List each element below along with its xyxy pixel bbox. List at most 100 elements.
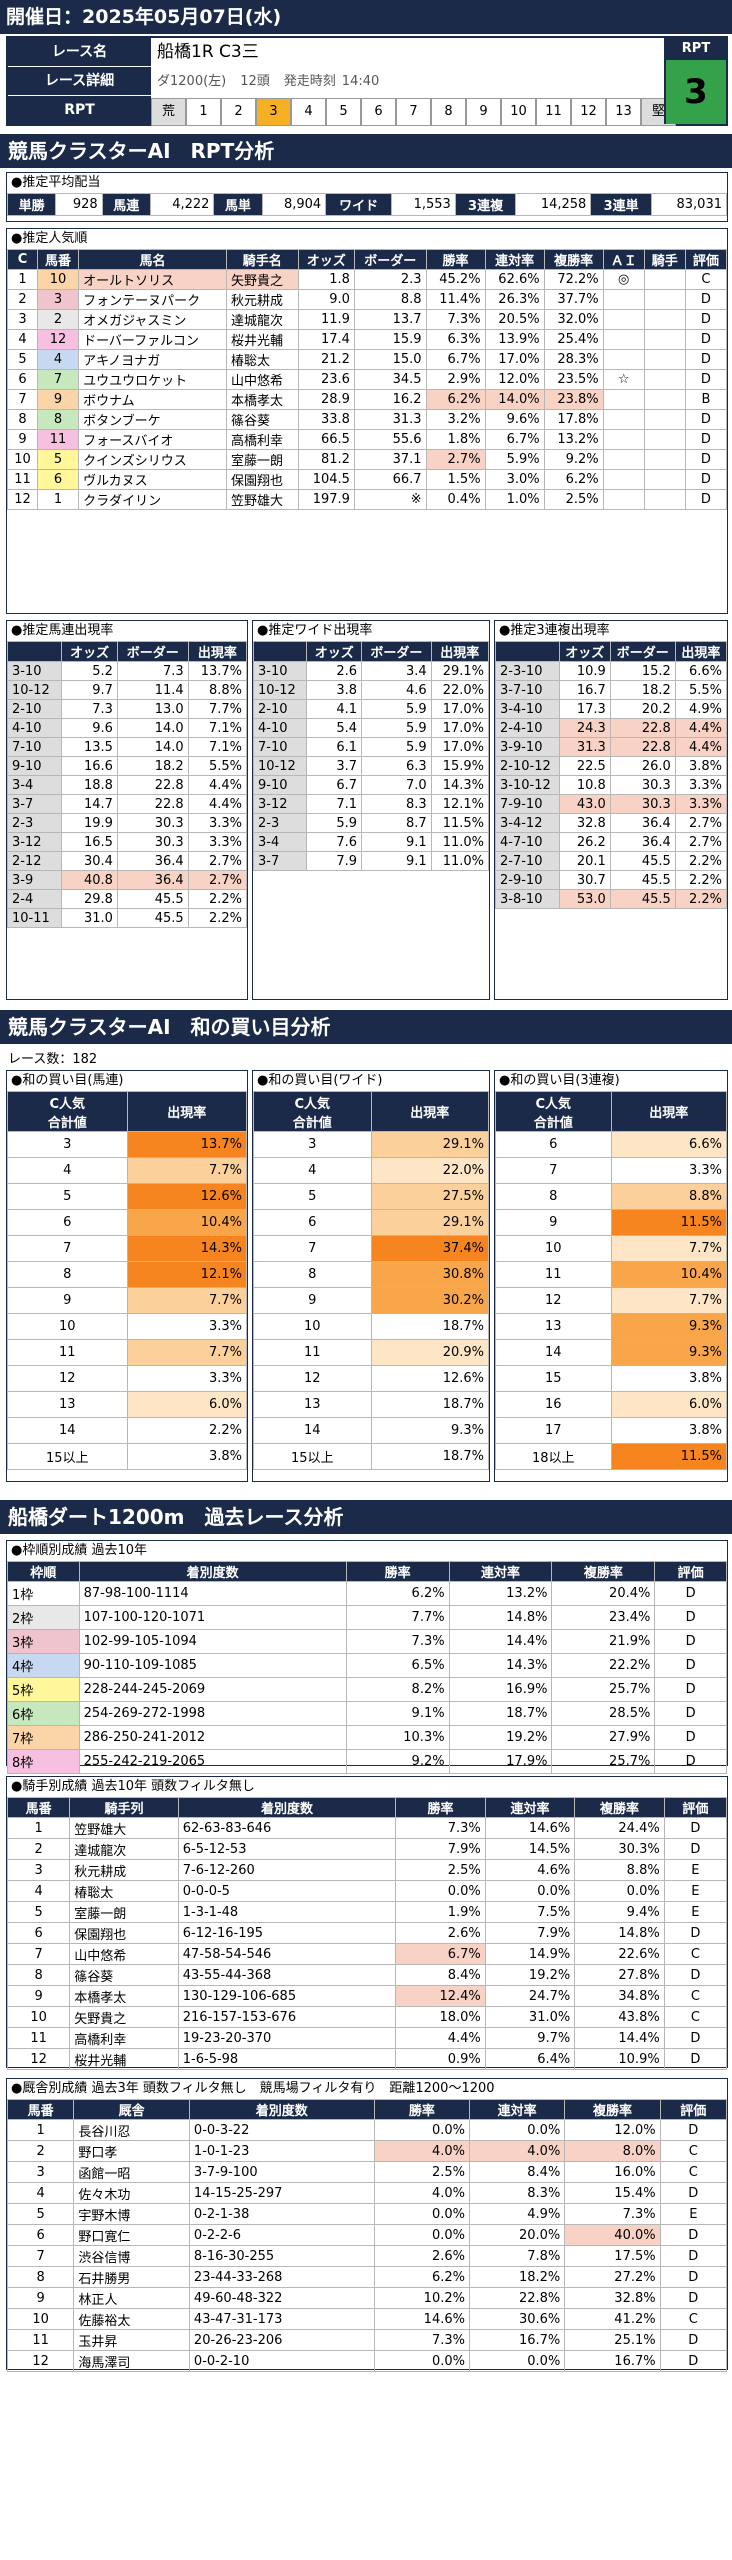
table-cell: 長谷川忍 bbox=[73, 2119, 190, 2141]
table-row: 9 11.5% bbox=[495, 1209, 727, 1236]
table-cell: 7-6-12-260 bbox=[177, 1859, 397, 1881]
table-cell: 0.0% bbox=[484, 1880, 576, 1902]
table-header-row: C人気 合計値 出現率 bbox=[7, 1091, 247, 1132]
table-cell: 8.2% bbox=[345, 1677, 450, 1702]
table-cell: D bbox=[659, 2182, 728, 2204]
table-header: 連対率 bbox=[468, 2099, 566, 2120]
section-sum-analysis: 競馬クラスターAI 和の買い目分析 bbox=[0, 1010, 732, 1044]
table-row: 14 9.3% bbox=[495, 1339, 727, 1366]
table-cell: 7 bbox=[6, 2245, 75, 2267]
table-cell: 45.5 bbox=[609, 851, 676, 871]
table-cell: 32.0% bbox=[543, 309, 604, 330]
table-cell: 達城龍次 bbox=[225, 309, 299, 330]
table-cell: 6.0% bbox=[126, 1391, 247, 1418]
table-cell: 286-250-241-2012 bbox=[78, 1725, 347, 1750]
table-row: 7-10 13.5 14.0 7.1% bbox=[6, 737, 248, 757]
table-cell: 9.4% bbox=[574, 1901, 665, 1923]
trainer-caption: ●厩舎別成績 過去3年 頭数フィルタ無し 競馬場フィルタ有り 距離1200～12… bbox=[11, 2081, 495, 2096]
table-cell: 10-11 bbox=[6, 908, 63, 928]
table-cell: 19-23-20-370 bbox=[177, 2027, 397, 2049]
table-cell: 14.6% bbox=[373, 2308, 470, 2330]
table-row: 11 20.9% bbox=[253, 1339, 489, 1366]
race-detail-label: レース詳細 bbox=[8, 67, 151, 96]
table-cell: 6.7% bbox=[484, 429, 545, 450]
table-row: 4 12 ドーバーファルコン 桜井光輔 17.4 15.9 6.3% 13.9% 25.4% D bbox=[7, 329, 728, 350]
table-cell: 9 bbox=[6, 2287, 75, 2309]
table-header: 馬番 bbox=[36, 249, 80, 270]
table-cell: 11 bbox=[6, 2329, 75, 2351]
table-cell: ユウユウロケット bbox=[78, 369, 227, 390]
table-cell: ボタンブーケ bbox=[78, 409, 227, 430]
table-cell: 3.3% bbox=[674, 775, 728, 795]
table-header: 評価 bbox=[684, 249, 728, 270]
table-cell: 8.0% bbox=[564, 2140, 661, 2162]
avg-payout-box: ●推定平均配当 単勝 928 馬連 4,222 馬単 8,904 ワイド 1,553 3連複 14… bbox=[6, 172, 728, 222]
table-cell: 17.5% bbox=[564, 2245, 661, 2267]
table-row: 11 高橋利幸 19-23-20-370 4.4% 9.7% 14.4% D bbox=[6, 2027, 728, 2049]
table-cell: D bbox=[684, 449, 728, 470]
table-row: 13 18.7% bbox=[253, 1391, 489, 1418]
table-cell: 渋谷信博 bbox=[73, 2245, 190, 2267]
table-cell: 3.3% bbox=[610, 1157, 727, 1184]
table-cell: E bbox=[663, 1901, 728, 1923]
table-row: 3-9-10 31.3 22.8 4.4% bbox=[495, 737, 728, 757]
table-cell: 20.2 bbox=[609, 699, 676, 719]
table-row: 11 10.4% bbox=[495, 1261, 727, 1288]
table-cell: 2-3-10 bbox=[495, 661, 560, 681]
table-cell: 6 bbox=[7, 1209, 128, 1236]
table-row: 6 29.1% bbox=[253, 1209, 489, 1236]
table-row: 17 3.8% bbox=[495, 1417, 727, 1444]
table-cell: 16.7% bbox=[468, 2329, 566, 2351]
table-row: 2-10-12 22.5 26.0 3.8% bbox=[495, 756, 728, 776]
avg-payout-value: 1,553 bbox=[391, 193, 456, 216]
table-header: オッズ bbox=[61, 641, 118, 662]
table-cell: 25.7% bbox=[551, 1677, 656, 1702]
table-cell: 0.0% bbox=[373, 2203, 470, 2225]
table-cell: 3-9 bbox=[6, 870, 63, 890]
table-cell: 30.6% bbox=[468, 2308, 566, 2330]
table-cell: 3.3% bbox=[187, 813, 248, 833]
table-cell: D bbox=[659, 2329, 728, 2351]
avg-payout-value: 8,904 bbox=[261, 193, 327, 216]
table-cell: 31.3 bbox=[353, 409, 427, 430]
table-cell: D bbox=[654, 1653, 727, 1678]
table-cell: 24.7% bbox=[484, 1985, 576, 2007]
table-cell: 2-10-12 bbox=[495, 756, 560, 776]
table-cell: D bbox=[684, 309, 728, 330]
table-cell: 43-47-31-173 bbox=[188, 2308, 375, 2330]
wide-caption: ●推定ワイド出現率 bbox=[257, 623, 373, 638]
table-cell: 12.6% bbox=[126, 1183, 247, 1210]
table-header-row: オッズ ボーダー 出現率 bbox=[252, 641, 490, 662]
table-cell: C bbox=[659, 2140, 728, 2162]
table-row: 9 7.7% bbox=[7, 1287, 247, 1314]
scale-cell: 5 bbox=[326, 98, 361, 126]
table-header bbox=[495, 641, 560, 662]
table-cell: 7枠 bbox=[7, 1725, 80, 1750]
table-cell: 30.3 bbox=[609, 775, 676, 795]
table-cell: 8.4% bbox=[468, 2161, 566, 2183]
table-cell: 2-3 bbox=[6, 813, 63, 833]
table-cell: 2 bbox=[36, 309, 80, 330]
table-cell: アキノヨナガ bbox=[78, 349, 227, 370]
table-cell: 7.5% bbox=[484, 1901, 576, 1923]
table-row: 9 11 フォースバイオ 高橋利幸 66.5 55.6 1.8% 6.7% 13.2% D bbox=[7, 429, 728, 450]
umaren-box: ●推定馬連出現率 オッズ ボーダー 出現率 3-10 5.2 7.3 13.7% 10-12 9… bbox=[6, 620, 248, 1000]
table-cell: 45.5 bbox=[609, 889, 676, 909]
table-header: 勝率 bbox=[373, 2099, 470, 2120]
table-cell: 20.0% bbox=[468, 2224, 566, 2246]
table-row: 12 7.7% bbox=[495, 1287, 727, 1314]
table-cell bbox=[602, 489, 645, 510]
table-cell: 17.4 bbox=[297, 329, 355, 350]
table-cell: 10.3% bbox=[345, 1725, 450, 1750]
table-cell: 3-7 bbox=[252, 851, 308, 871]
table-row: 1 10 オールトソリス 矢野貴之 1.8 2.3 45.2% 62.6% 72.2% ◎ C bbox=[7, 269, 728, 290]
table-header: 出現率 bbox=[610, 1091, 727, 1132]
table-header bbox=[6, 641, 63, 662]
table-cell: 8 bbox=[6, 1964, 71, 1986]
rpt-badge-value: 3 bbox=[666, 60, 726, 124]
table-cell: 12.1% bbox=[126, 1261, 247, 1288]
section-rpt-analysis: 競馬クラスターAI RPT分析 bbox=[0, 134, 732, 168]
table-cell: 函館一昭 bbox=[73, 2161, 190, 2183]
table-cell: 13 bbox=[495, 1313, 612, 1340]
table-cell: 室藤一朗 bbox=[225, 449, 299, 470]
